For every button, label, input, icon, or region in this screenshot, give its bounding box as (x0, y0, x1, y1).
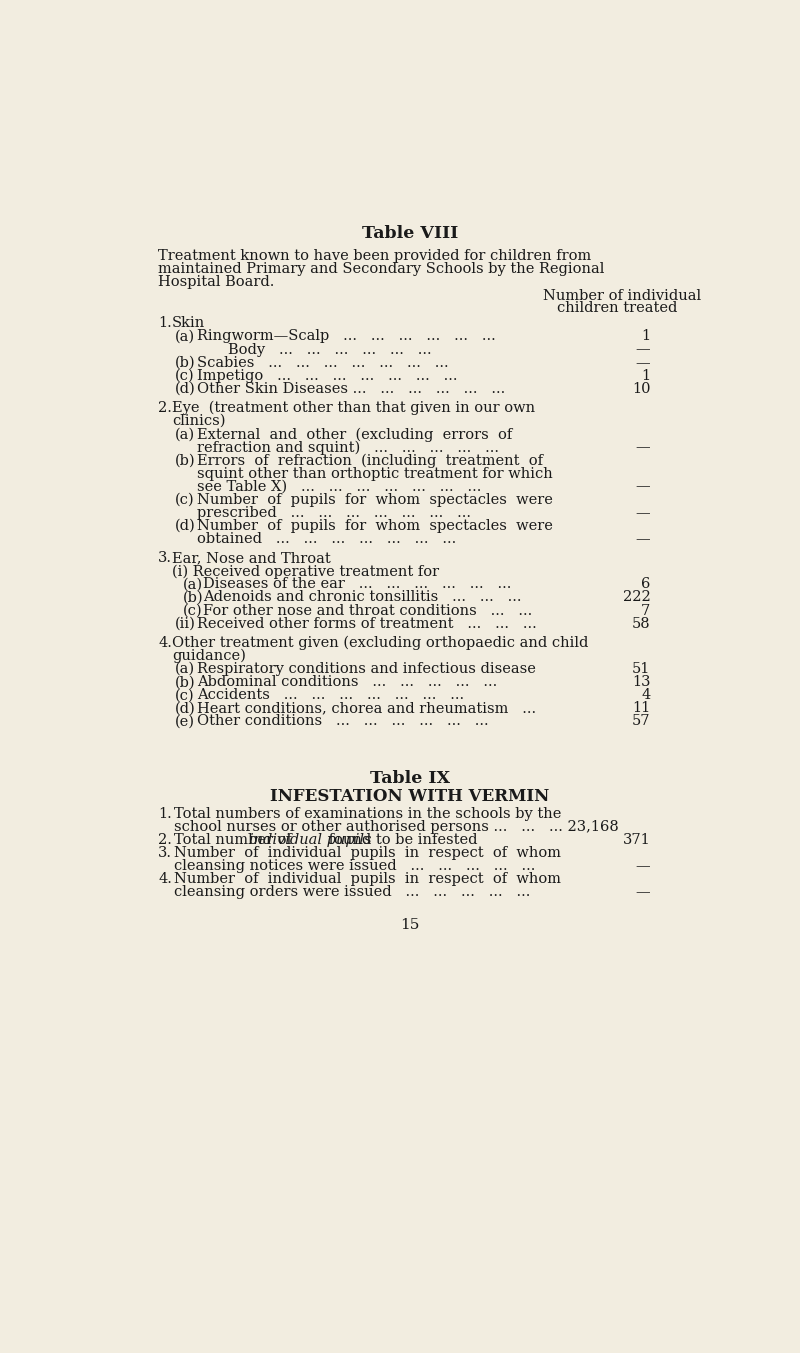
Text: found to be infested: found to be infested (324, 833, 478, 847)
Text: Respiratory conditions and infectious disease: Respiratory conditions and infectious di… (197, 662, 536, 676)
Text: Adenoids and chronic tonsillitis   ...   ...   ...: Adenoids and chronic tonsillitis ... ...… (203, 590, 522, 605)
Text: Ringworm—Scalp   ...   ...   ...   ...   ...   ...: Ringworm—Scalp ... ... ... ... ... ... (197, 329, 496, 344)
Text: 4: 4 (641, 689, 650, 702)
Text: (d): (d) (175, 701, 196, 716)
Text: 2.: 2. (158, 400, 172, 415)
Text: (e): (e) (175, 714, 195, 728)
Text: INFESTATION WITH VERMIN: INFESTATION WITH VERMIN (270, 787, 550, 805)
Text: cleansing orders were issued   ...   ...   ...   ...   ...: cleansing orders were issued ... ... ...… (174, 885, 530, 900)
Text: Diseases of the ear   ...   ...   ...   ...   ...   ...: Diseases of the ear ... ... ... ... ... … (203, 578, 511, 591)
Text: (c): (c) (175, 369, 195, 383)
Text: Treatment known to have been provided for children from: Treatment known to have been provided fo… (158, 249, 591, 262)
Text: refraction and squint)   ...   ...   ...   ...   ...: refraction and squint) ... ... ... ... .… (197, 440, 499, 455)
Text: (a): (a) (175, 329, 195, 344)
Text: individual pupils: individual pupils (249, 833, 371, 847)
Text: 11: 11 (632, 701, 650, 716)
Text: Number  of  individual  pupils  in  respect  of  whom: Number of individual pupils in respect o… (174, 873, 561, 886)
Text: clinics): clinics) (172, 414, 226, 428)
Text: Skin: Skin (172, 317, 206, 330)
Text: —: — (636, 532, 650, 547)
Text: prescribed   ...   ...   ...   ...   ...   ...   ...: prescribed ... ... ... ... ... ... ... (197, 506, 471, 520)
Text: Accidents   ...   ...   ...   ...   ...   ...   ...: Accidents ... ... ... ... ... ... ... (197, 689, 464, 702)
Text: Body   ...   ...   ...   ...   ...   ...: Body ... ... ... ... ... ... (228, 342, 431, 357)
Text: school nurses or other authorised persons ...   ...   ... 23,168: school nurses or other authorised person… (174, 820, 618, 833)
Text: —: — (636, 440, 650, 455)
Text: Other treatment given (excluding orthopaedic and child: Other treatment given (excluding orthopa… (172, 636, 589, 651)
Text: (i) Received operative treatment for: (i) Received operative treatment for (172, 564, 439, 579)
Text: 6: 6 (641, 578, 650, 591)
Text: 51: 51 (632, 662, 650, 676)
Text: Number  of  pupils  for  whom  spectacles  were: Number of pupils for whom spectacles wer… (197, 518, 553, 533)
Text: (c): (c) (175, 689, 195, 702)
Text: (a): (a) (175, 662, 195, 676)
Text: guidance): guidance) (172, 649, 246, 663)
Text: 10: 10 (632, 382, 650, 396)
Text: (b): (b) (175, 453, 196, 467)
Text: Table VIII: Table VIII (362, 226, 458, 242)
Text: 13: 13 (632, 675, 650, 689)
Text: (c): (c) (183, 603, 202, 617)
Text: Eye  (treatment other than that given in our own: Eye (treatment other than that given in … (172, 400, 535, 415)
Text: Total number of: Total number of (174, 833, 296, 847)
Text: maintained Primary and Secondary Schools by the Regional: maintained Primary and Secondary Schools… (158, 261, 605, 276)
Text: Hospital Board.: Hospital Board. (158, 275, 274, 288)
Text: —: — (636, 356, 650, 369)
Text: (b): (b) (175, 356, 196, 369)
Text: squint other than orthoptic treatment for which: squint other than orthoptic treatment fo… (197, 467, 553, 480)
Text: Errors  of  refraction  (including  treatment  of: Errors of refraction (including treatmen… (197, 453, 543, 468)
Text: 4.: 4. (158, 636, 172, 649)
Text: Other Skin Diseases ...   ...   ...   ...   ...   ...: Other Skin Diseases ... ... ... ... ... … (197, 382, 505, 396)
Text: 1: 1 (641, 329, 650, 344)
Text: 222: 222 (622, 590, 650, 605)
Text: Received other forms of treatment   ...   ...   ...: Received other forms of treatment ... ..… (197, 617, 537, 630)
Text: see Table X)   ...   ...   ...   ...   ...   ...   ...: see Table X) ... ... ... ... ... ... ... (197, 479, 482, 494)
Text: (d): (d) (175, 518, 196, 533)
Text: (b): (b) (183, 590, 203, 605)
Text: (b): (b) (175, 675, 196, 689)
Text: (a): (a) (183, 578, 203, 591)
Text: (ii): (ii) (175, 617, 196, 630)
Text: obtained   ...   ...   ...   ...   ...   ...   ...: obtained ... ... ... ... ... ... ... (197, 532, 456, 547)
Text: Other conditions   ...   ...   ...   ...   ...   ...: Other conditions ... ... ... ... ... ... (197, 714, 489, 728)
Text: Heart conditions, chorea and rheumatism   ...: Heart conditions, chorea and rheumatism … (197, 701, 536, 716)
Text: 371: 371 (622, 833, 650, 847)
Text: 7: 7 (641, 603, 650, 617)
Text: 57: 57 (632, 714, 650, 728)
Text: 1: 1 (641, 369, 650, 383)
Text: Table IX: Table IX (370, 770, 450, 787)
Text: —: — (636, 342, 650, 357)
Text: Number  of  pupils  for  whom  spectacles  were: Number of pupils for whom spectacles wer… (197, 492, 553, 506)
Text: 15: 15 (400, 917, 420, 932)
Text: 3.: 3. (158, 551, 172, 566)
Text: Abdominal conditions   ...   ...   ...   ...   ...: Abdominal conditions ... ... ... ... ... (197, 675, 497, 689)
Text: Total numbers of examinations in the schools by the: Total numbers of examinations in the sch… (174, 806, 561, 821)
Text: —: — (636, 479, 650, 494)
Text: (a): (a) (175, 428, 195, 441)
Text: 1.: 1. (158, 806, 172, 821)
Text: Ear, Nose and Throat: Ear, Nose and Throat (172, 551, 331, 566)
Text: (c): (c) (175, 492, 195, 506)
Text: 1.: 1. (158, 317, 172, 330)
Text: (d): (d) (175, 382, 196, 396)
Text: —: — (636, 885, 650, 900)
Text: Impetigo   ...   ...   ...   ...   ...   ...   ...: Impetigo ... ... ... ... ... ... ... (197, 369, 458, 383)
Text: External  and  other  (excluding  errors  of: External and other (excluding errors of (197, 428, 512, 441)
Text: Scabies   ...   ...   ...   ...   ...   ...   ...: Scabies ... ... ... ... ... ... ... (197, 356, 449, 369)
Text: 3.: 3. (158, 846, 172, 861)
Text: 2.: 2. (158, 833, 172, 847)
Text: 4.: 4. (158, 873, 172, 886)
Text: Number  of  individual  pupils  in  respect  of  whom: Number of individual pupils in respect o… (174, 846, 561, 861)
Text: —: — (636, 859, 650, 873)
Text: —: — (636, 506, 650, 520)
Text: Number of individual: Number of individual (543, 290, 702, 303)
Text: For other nose and throat conditions   ...   ...: For other nose and throat conditions ...… (203, 603, 532, 617)
Text: 58: 58 (632, 617, 650, 630)
Text: children treated: children treated (558, 300, 678, 315)
Text: cleansing notices were issued   ...   ...   ...   ...   ...: cleansing notices were issued ... ... ..… (174, 859, 535, 873)
